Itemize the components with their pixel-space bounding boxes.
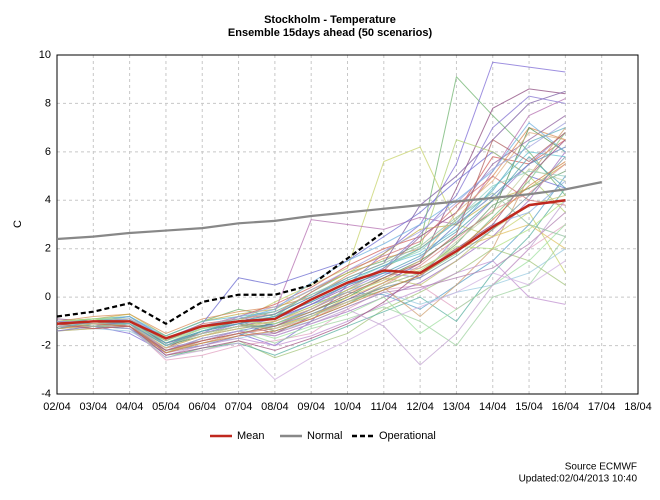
- y-tick-label: 10: [39, 49, 51, 61]
- x-tick-label: 14/04: [479, 401, 507, 413]
- x-tick-label: 18/04: [624, 401, 652, 413]
- legend-label: Normal: [307, 430, 342, 442]
- x-tick-label: 06/04: [188, 401, 216, 413]
- y-tick-label: -4: [41, 388, 51, 400]
- x-tick-label: 16/04: [552, 401, 580, 413]
- y-axis-label: C: [12, 220, 24, 228]
- series-line: [56, 199, 566, 340]
- ensemble-line: [56, 161, 566, 354]
- ensemble-line: [56, 131, 566, 349]
- ensemble-line: [56, 139, 566, 356]
- x-tick-label: 11/04: [370, 401, 397, 413]
- chart-subtitle: Ensemble 15days ahead (50 scenarios): [228, 27, 433, 39]
- y-tick-label: 8: [45, 97, 51, 109]
- updated: Updated:02/04/2013 10:40: [519, 474, 638, 485]
- ensemble-line: [56, 132, 566, 351]
- ensemble-line: [56, 194, 566, 349]
- source: Source ECMWF: [565, 462, 637, 473]
- ensemble-line: [56, 122, 566, 339]
- x-tick-label: 10/04: [334, 401, 362, 413]
- x-tick-label: 12/04: [406, 401, 434, 413]
- y-tick-label: 6: [45, 146, 51, 158]
- y-tick-label: 4: [45, 194, 51, 206]
- ensemble-line: [56, 155, 566, 344]
- x-tick-label: 17/04: [588, 401, 616, 413]
- legend-label: Mean: [237, 430, 265, 442]
- ensemble-line: [56, 168, 566, 347]
- series-line: [56, 181, 602, 241]
- x-tick-label: 08/04: [261, 401, 289, 413]
- x-tick-label: 07/04: [225, 401, 253, 413]
- y-tick-label: 2: [45, 243, 51, 255]
- y-tick-label: 0: [45, 291, 51, 303]
- x-tick-label: 04/04: [116, 401, 144, 413]
- legend-label: Operational: [379, 430, 436, 442]
- series-line: [56, 230, 385, 326]
- x-tick-label: 09/04: [297, 401, 325, 413]
- x-tick-label: 15/04: [515, 401, 543, 413]
- chart-title: Stockholm - Temperature: [264, 14, 396, 26]
- ensemble-line: [57, 122, 566, 339]
- x-tick-label: 13/04: [443, 401, 471, 413]
- x-tick-label: 03/04: [80, 401, 108, 413]
- plot-frame: [56, 54, 639, 395]
- y-tick-label: -2: [41, 339, 51, 351]
- ensemble-line: [56, 260, 566, 381]
- x-tick-label: 02/04: [43, 401, 71, 413]
- ensemble-line: [56, 127, 566, 347]
- x-tick-label: 05/04: [152, 401, 180, 413]
